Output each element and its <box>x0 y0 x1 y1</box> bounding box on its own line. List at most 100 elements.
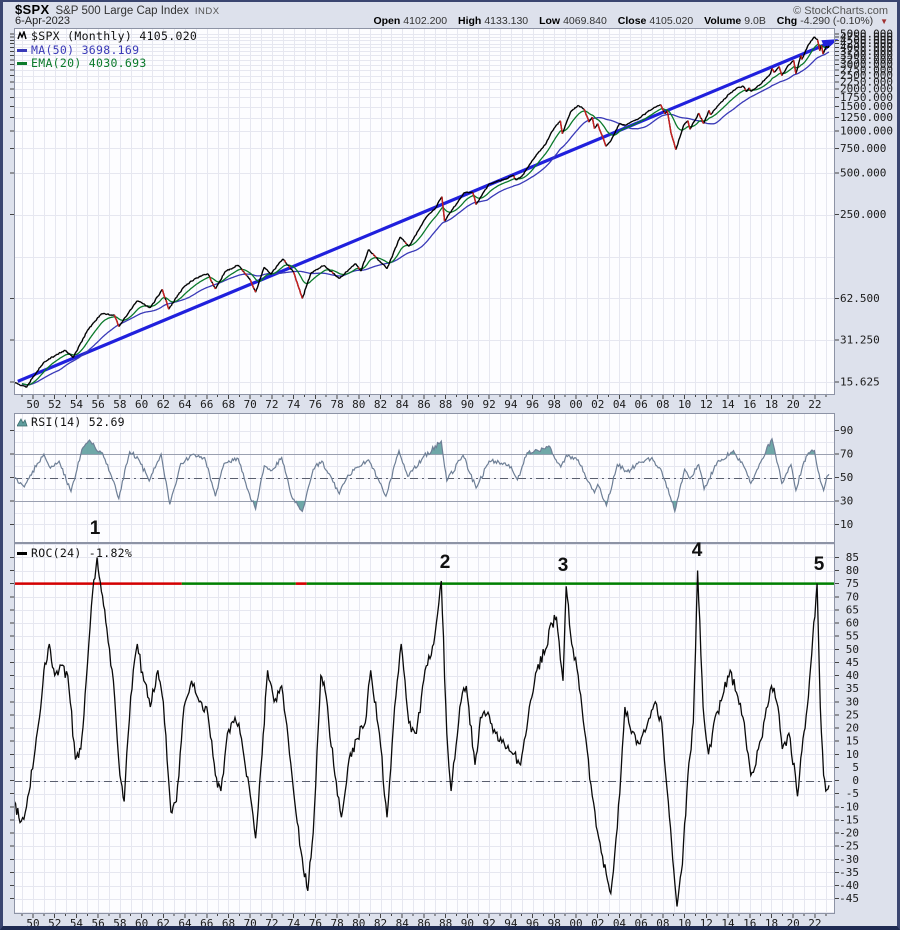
svg-text:3000.000: 3000.000 <box>840 58 893 71</box>
svg-text:1500.000: 1500.000 <box>840 100 893 113</box>
high-value: 4133.130 <box>484 15 529 27</box>
svg-text:50: 50 <box>26 398 39 411</box>
svg-text:66: 66 <box>200 917 213 930</box>
roc-legend-label: ROC(24) -1.82% <box>31 546 133 560</box>
roc-peak-label-4: 4 <box>691 540 703 561</box>
svg-text:1250.000: 1250.000 <box>840 111 893 124</box>
svg-text:06: 06 <box>635 398 648 411</box>
svg-text:80: 80 <box>846 564 859 577</box>
svg-text:70: 70 <box>840 448 853 461</box>
svg-text:72: 72 <box>265 917 278 930</box>
svg-text:35: 35 <box>846 682 859 695</box>
svg-text:500.000: 500.000 <box>840 166 886 179</box>
close-label: Close <box>617 15 647 27</box>
roc-border <box>14 543 835 914</box>
svg-text:08: 08 <box>656 917 669 930</box>
svg-text:74: 74 <box>287 917 301 930</box>
svg-text:30: 30 <box>846 695 859 708</box>
svg-text:2500.000: 2500.000 <box>840 69 893 82</box>
x-axis-labels: 50 52 54 56 58 60 62 64 66 68 70 72 74 76 78 80 82 84 86 88… <box>21 914 827 930</box>
svg-text:58: 58 <box>113 398 126 411</box>
svg-text:80: 80 <box>352 917 365 930</box>
svg-text:76: 76 <box>309 917 322 930</box>
svg-text:56: 56 <box>92 917 105 930</box>
svg-text:62.500: 62.500 <box>840 292 880 305</box>
svg-text:00: 00 <box>569 917 582 930</box>
svg-text:78: 78 <box>330 398 343 411</box>
svg-text:52: 52 <box>48 917 61 930</box>
svg-text:45: 45 <box>846 656 859 669</box>
volume-value: 9.0B <box>744 15 766 27</box>
svg-text:31.250: 31.250 <box>840 334 880 347</box>
svg-text:04: 04 <box>613 398 627 411</box>
svg-text:2750.000: 2750.000 <box>840 63 893 76</box>
svg-text:90: 90 <box>461 917 474 930</box>
svg-text:-10: -10 <box>839 800 859 813</box>
svg-text:86: 86 <box>417 398 430 411</box>
svg-text:02: 02 <box>591 917 604 930</box>
svg-text:-5: -5 <box>846 787 859 800</box>
svg-text:68: 68 <box>222 917 235 930</box>
open-value: 4102.200 <box>403 15 448 27</box>
svg-text:90: 90 <box>461 398 474 411</box>
x-axis-labels: 50 52 54 56 58 60 62 64 66 68 70 72 74 76 78 80 82 84 86 88… <box>21 395 827 411</box>
svg-text:16: 16 <box>743 917 756 930</box>
svg-text:65: 65 <box>846 603 859 616</box>
rsi-line <box>14 437 830 514</box>
svg-text:90: 90 <box>840 424 853 437</box>
svg-text:68: 68 <box>222 398 235 411</box>
svg-text:5000.000: 5000.000 <box>840 27 893 40</box>
svg-text:54: 54 <box>70 398 84 411</box>
roc-peak-label-5: 5 <box>813 554 825 575</box>
svg-text:80: 80 <box>352 398 365 411</box>
svg-text:10: 10 <box>840 518 853 531</box>
stockcharts-credit-link[interactable]: © StockCharts.com <box>793 5 888 17</box>
roc-peak-label-2: 2 <box>439 552 451 573</box>
stockcharts-logo-icon <box>17 29 27 40</box>
svg-text:18: 18 <box>765 917 778 930</box>
svg-text:-20: -20 <box>839 827 859 840</box>
ticker-name: S&P 500 Large Cap Index <box>55 5 189 17</box>
svg-text:-15: -15 <box>839 813 859 826</box>
chevron-down-icon[interactable]: ▼ <box>880 17 888 26</box>
svg-text:3750.000: 3750.000 <box>840 45 893 58</box>
svg-text:06: 06 <box>635 917 648 930</box>
svg-text:08: 08 <box>656 398 669 411</box>
svg-text:10: 10 <box>846 748 859 761</box>
rsi-area-icon <box>16 418 28 427</box>
svg-text:84: 84 <box>396 398 410 411</box>
price-grid <box>14 28 835 395</box>
svg-text:62: 62 <box>157 398 170 411</box>
header: $SPX S&P 500 Large Cap Index INDX © Stoc… <box>15 2 888 17</box>
svg-text:02: 02 <box>591 398 604 411</box>
ema20-line-icon <box>17 62 27 65</box>
svg-text:50: 50 <box>840 471 853 484</box>
svg-text:76: 76 <box>309 398 322 411</box>
svg-text:54: 54 <box>70 917 84 930</box>
svg-text:250.000: 250.000 <box>840 208 886 221</box>
trendline <box>17 41 830 383</box>
svg-text:52: 52 <box>48 398 61 411</box>
svg-text:66: 66 <box>200 398 213 411</box>
quote-bar: 6-Apr-2023 Open 4102.200 High 4133.130 Low… <box>15 15 888 28</box>
svg-text:10: 10 <box>678 917 691 930</box>
y-axis-labels: 90 70 50 30 10 <box>10 424 853 531</box>
svg-text:75: 75 <box>846 577 859 590</box>
svg-text:92: 92 <box>482 917 495 930</box>
ticker-exchange: INDX <box>194 6 220 17</box>
svg-text:2250.000: 2250.000 <box>840 76 893 89</box>
svg-text:98: 98 <box>548 917 561 930</box>
svg-text:88: 88 <box>439 398 452 411</box>
ma50-legend: MA(50) 3698.169 <box>17 43 139 57</box>
svg-text:70: 70 <box>244 398 257 411</box>
roc-line-icon <box>17 552 27 555</box>
svg-text:74: 74 <box>287 398 301 411</box>
rsi-legend: RSI(14) 52.69 <box>16 415 125 429</box>
roc-peak-label-1: 1 <box>89 518 101 539</box>
y-axis-labels: 8580757065605550454035302520151050-5-10-… <box>10 551 859 905</box>
svg-text:0: 0 <box>852 774 859 787</box>
ohlc-quote: Open 4102.200 High 4133.130 Low 4069.840 Cl… <box>365 15 888 27</box>
svg-text:30: 30 <box>840 494 853 507</box>
rsi-fill-zone <box>671 500 678 512</box>
ma50-legend-label: MA(50) 3698.169 <box>31 43 140 57</box>
